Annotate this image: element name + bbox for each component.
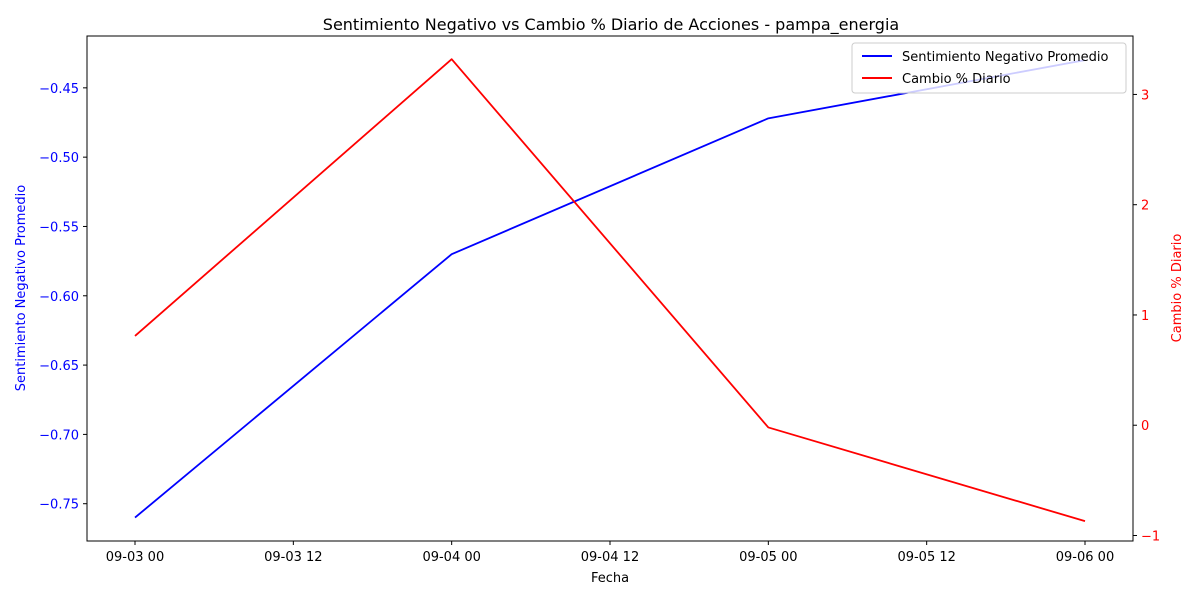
legend-box bbox=[851, 42, 1127, 94]
right-y-axis: −1 0 1 2 3 bbox=[1133, 88, 1160, 544]
x-tick-label: 09-03 12 bbox=[264, 550, 322, 565]
legend-label-cambio: Cambio % Diario bbox=[902, 72, 1011, 87]
left-y-tick-label: −0.60 bbox=[39, 290, 79, 305]
x-tick-label: 09-04 12 bbox=[581, 550, 639, 565]
left-y-tick-label: −0.70 bbox=[39, 428, 79, 443]
right-y-tick-label: −1 bbox=[1141, 529, 1160, 544]
right-y-tick-label: 1 bbox=[1141, 309, 1149, 324]
left-y-tick-label: −0.55 bbox=[39, 220, 79, 235]
chart-title: Sentimiento Negativo vs Cambio % Diario … bbox=[323, 15, 899, 35]
legend: Sentimiento Negativo Promedio Cambio % D… bbox=[851, 42, 1127, 94]
left-y-axis: −0.75 −0.70 −0.65 −0.60 −0.55 −0.50 −0.45 bbox=[39, 82, 87, 513]
x-tick-label: 09-03 00 bbox=[106, 550, 164, 565]
x-axis: 09-03 00 09-03 12 09-04 00 09-04 12 09-05 00… bbox=[106, 541, 1114, 565]
right-y-tick-label: 3 bbox=[1141, 88, 1149, 103]
left-y-tick-label: −0.50 bbox=[39, 151, 79, 166]
x-tick-label: 09-05 00 bbox=[739, 550, 797, 565]
left-y-axis-label: Sentimiento Negativo Promedio bbox=[14, 185, 29, 391]
right-y-tick-label: 0 bbox=[1141, 419, 1149, 434]
x-tick-label: 09-04 00 bbox=[422, 550, 480, 565]
legend-label-sentimiento: Sentimiento Negativo Promedio bbox=[902, 50, 1108, 65]
x-tick-label: 09-05 12 bbox=[897, 550, 955, 565]
left-y-tick-label: −0.75 bbox=[39, 498, 79, 513]
series-line-cambio bbox=[134, 58, 1086, 523]
x-axis-label: Fecha bbox=[591, 571, 629, 586]
left-y-tick-label: −0.45 bbox=[39, 82, 79, 97]
right-y-tick-label: 2 bbox=[1141, 199, 1149, 214]
right-y-axis-label: Cambio % Diario bbox=[1170, 234, 1185, 343]
left-y-tick-label: −0.65 bbox=[39, 359, 79, 374]
x-tick-label: 09-06 00 bbox=[1056, 550, 1114, 565]
